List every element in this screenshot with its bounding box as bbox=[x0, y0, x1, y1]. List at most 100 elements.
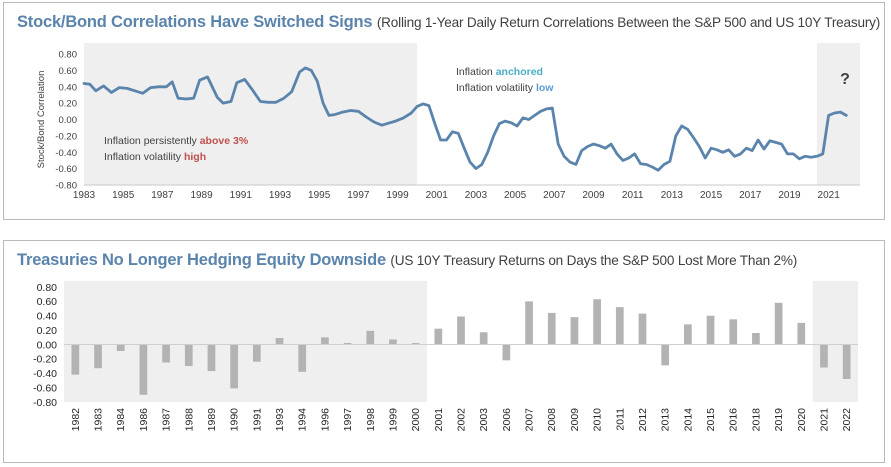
x-tick-label: 1994 bbox=[297, 408, 309, 432]
correlation-line-chart: 0.80 0.60 0.40 0.20 0.00 -0.20 -0.40 -0.60 -0.80… bbox=[36, 43, 860, 201]
bar-2001 bbox=[434, 328, 443, 345]
x-tick-label: 2011 bbox=[622, 190, 644, 201]
bar-2014 bbox=[684, 324, 692, 345]
x-tick-label: 1991 bbox=[230, 190, 253, 201]
x-tick-label: 2015 bbox=[700, 190, 723, 201]
bar-1996 bbox=[321, 337, 329, 345]
bar-2018 bbox=[752, 333, 760, 345]
x-tick-label: 2006 bbox=[501, 408, 513, 432]
y-tick-label: 0.00 bbox=[37, 339, 58, 351]
shaded-period-1 bbox=[816, 43, 860, 185]
shaded-period-1 bbox=[812, 281, 858, 402]
y-tick-label: -0.80 bbox=[55, 181, 77, 192]
chart-annotation: Inflation persistently above 3% bbox=[104, 135, 249, 147]
top-chart-main-title: Stock/Bond Correlations Have Switched Si… bbox=[17, 13, 373, 31]
x-tick-label: 2021 bbox=[818, 408, 830, 432]
bar-2021 bbox=[820, 344, 828, 368]
bottom-chart-title: Treasuries No Longer Hedging Equity Down… bbox=[17, 251, 797, 270]
x-tick-label: 2019 bbox=[778, 190, 801, 201]
bar-2011 bbox=[615, 307, 624, 345]
x-tick-label: 2021 bbox=[818, 190, 841, 201]
x-tick-label: 1993 bbox=[274, 408, 286, 432]
x-tick-label: 2022 bbox=[841, 408, 853, 432]
chart-annotation: Inflation volatility high bbox=[104, 151, 206, 163]
y-tick-label: -0.40 bbox=[33, 368, 57, 380]
x-tick-label: 2011 bbox=[614, 408, 626, 431]
y-tick-label: 0.00 bbox=[59, 115, 78, 126]
x-tick-label: 1998 bbox=[365, 408, 377, 432]
bar-1983 bbox=[94, 344, 102, 369]
bar-2002 bbox=[457, 316, 465, 345]
bar-2010 bbox=[593, 299, 601, 345]
y-tick-label: -0.40 bbox=[55, 148, 77, 159]
bar-1986 bbox=[139, 344, 148, 395]
y-tick-label: 0.20 bbox=[59, 99, 78, 110]
x-tick-label: 2013 bbox=[661, 190, 684, 201]
top-chart-title: Stock/Bond Correlations Have Switched Si… bbox=[17, 13, 880, 32]
bottom-chart-main-title: Treasuries No Longer Hedging Equity Down… bbox=[17, 251, 386, 269]
x-tick-label: 2013 bbox=[660, 408, 672, 432]
x-tick-label: 2000 bbox=[410, 408, 422, 432]
x-tick-label: 1990 bbox=[229, 408, 241, 432]
y-tick-label: -0.60 bbox=[55, 164, 77, 175]
x-tick-label: 2007 bbox=[524, 408, 536, 432]
y-tick-label: 0.60 bbox=[59, 66, 78, 77]
x-tick-label: 2018 bbox=[750, 408, 762, 432]
x-tick-label: 2009 bbox=[582, 190, 605, 201]
x-tick-label: 1982 bbox=[70, 408, 82, 432]
y-tick-label: 0.20 bbox=[37, 325, 58, 337]
y-tick-label: 0.40 bbox=[59, 82, 78, 93]
x-tick-label: 2009 bbox=[569, 408, 581, 432]
x-tick-label: 1997 bbox=[347, 190, 370, 201]
bar-2012 bbox=[638, 313, 647, 345]
x-tick-label: 2001 bbox=[426, 190, 449, 201]
bar-2003 bbox=[479, 332, 488, 345]
x-tick-label: 1999 bbox=[387, 408, 399, 432]
chart-annotation: Inflation anchored bbox=[456, 66, 543, 78]
bar-1997 bbox=[343, 343, 352, 345]
x-tick-label: 2005 bbox=[504, 190, 527, 201]
bar-2020 bbox=[797, 322, 806, 345]
y-tick-label: -0.20 bbox=[33, 354, 57, 366]
y-tick-label: -0.20 bbox=[55, 131, 77, 142]
x-tick-label: 1989 bbox=[190, 190, 213, 201]
top-chart-subtitle: (Rolling 1-Year Daily Return Correlation… bbox=[376, 15, 881, 30]
x-tick-label: 2016 bbox=[728, 408, 740, 432]
bar-1993 bbox=[275, 338, 284, 345]
bar-2009 bbox=[570, 317, 579, 345]
bar-1984 bbox=[116, 344, 125, 351]
x-tick-label: 1985 bbox=[112, 190, 135, 201]
x-tick-label: 1991 bbox=[251, 408, 263, 432]
y-tick-label: 0.60 bbox=[37, 296, 58, 308]
bar-2019 bbox=[774, 302, 783, 345]
x-tick-label: 2003 bbox=[478, 408, 490, 432]
bar-1998 bbox=[366, 330, 375, 345]
x-tick-label: 2007 bbox=[543, 190, 566, 201]
y-tick-label: -0.80 bbox=[33, 397, 57, 409]
bar-1982 bbox=[71, 344, 80, 375]
chart-annotation: ? bbox=[840, 71, 850, 88]
x-tick-label: 2015 bbox=[705, 408, 717, 432]
x-tick-label: 2012 bbox=[637, 408, 649, 432]
x-tick-label: 1986 bbox=[138, 408, 150, 432]
bar-2016 bbox=[729, 319, 738, 345]
bar-2008 bbox=[547, 312, 556, 345]
bar-2007 bbox=[525, 301, 533, 345]
x-tick-label: 1995 bbox=[308, 190, 331, 201]
y-tick-label: 0.80 bbox=[37, 282, 58, 294]
x-tick-label: 1997 bbox=[342, 408, 354, 432]
y-tick-label: 0.40 bbox=[37, 311, 58, 323]
chart-annotation: Inflation volatility low bbox=[456, 82, 554, 94]
x-tick-label: 1989 bbox=[206, 408, 218, 432]
bar-1989 bbox=[207, 344, 216, 372]
x-tick-label: 1987 bbox=[161, 408, 173, 432]
x-tick-label: 1999 bbox=[386, 190, 409, 201]
bar-1990 bbox=[230, 344, 238, 389]
x-tick-label: 2019 bbox=[773, 408, 785, 432]
bar-2013 bbox=[661, 344, 670, 366]
x-tick-label: 2001 bbox=[433, 408, 445, 432]
bottom-chart-subtitle: (US 10Y Treasury Returns on Days the S&P… bbox=[390, 253, 798, 268]
bar-1991 bbox=[252, 344, 261, 362]
x-tick-label: 2014 bbox=[682, 408, 694, 432]
